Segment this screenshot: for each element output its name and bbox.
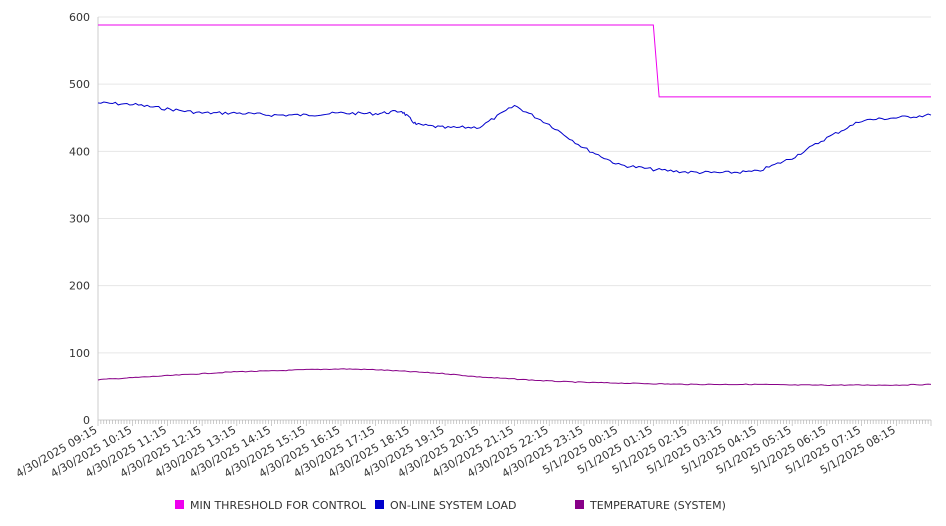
series-line: [97, 368, 932, 386]
y-tick-label: 500: [69, 78, 90, 91]
legend-swatch: [375, 500, 384, 509]
axes: [97, 17, 932, 426]
y-tick-label: 100: [69, 347, 90, 360]
legend-label: TEMPERATURE (SYSTEM): [589, 499, 726, 512]
legend-swatch: [575, 500, 584, 509]
legend-swatch: [175, 500, 184, 509]
y-tick-label: 300: [69, 213, 90, 226]
legend-label: ON-LINE SYSTEM LOAD: [390, 499, 516, 512]
y-axis-ticks: 0 100 200 300 400 500 600: [69, 11, 90, 427]
gridlines: [98, 16, 931, 354]
legend-item[interactable]: MIN THRESHOLD FOR CONTROL: [175, 499, 367, 512]
legend-item[interactable]: TEMPERATURE (SYSTEM): [575, 499, 726, 512]
series-lines: [97, 24, 932, 386]
legend-item[interactable]: ON-LINE SYSTEM LOAD: [375, 499, 516, 512]
y-tick-label: 200: [69, 280, 90, 293]
y-tick-label: 400: [69, 145, 90, 158]
y-tick-label: 600: [69, 11, 90, 24]
legend-label: MIN THRESHOLD FOR CONTROL: [190, 499, 367, 512]
y-tick-label: 0: [83, 414, 90, 427]
legend[interactable]: MIN THRESHOLD FOR CONTROL ON-LINE SYSTEM …: [175, 499, 726, 512]
x-axis-ticks: 4/30/2025 09:154/30/2025 10:154/30/2025 …: [14, 423, 898, 480]
series-line: [98, 24, 931, 98]
series-line: [97, 101, 932, 175]
